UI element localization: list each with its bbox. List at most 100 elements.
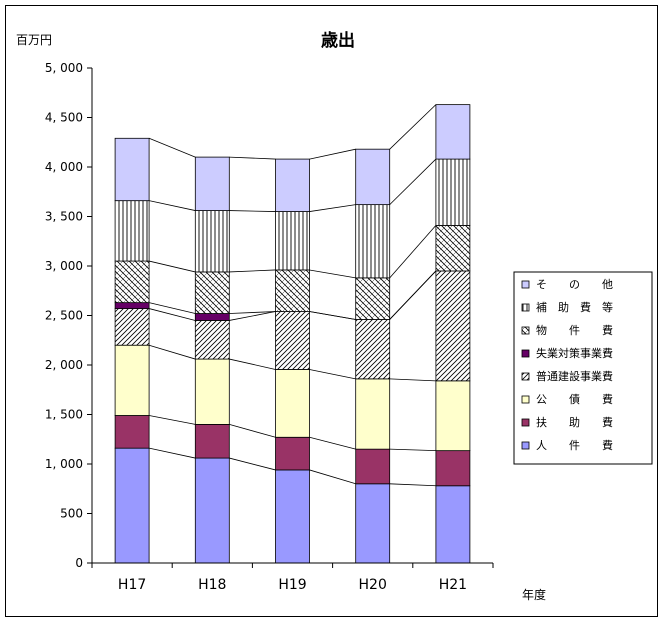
bar-segment [435,450,471,487]
series-connector-line [309,469,356,485]
series-connector-line [309,436,356,450]
bar-segment [114,447,150,564]
series-connector-line [148,344,196,360]
x-category-label: H19 [278,577,306,593]
bar-segment [275,369,310,438]
x-category-label: H20 [359,577,387,593]
bar-segment [435,158,471,226]
y-tick-label: 5, 000 [45,61,83,75]
chart-frame: 歳出 百万円 年度 0 500 1, 000 1, 500 2, 000 2, 500 3,… [5,5,658,617]
y-tick-label: 500 [60,507,83,521]
y-tick-label: 1, 500 [45,408,83,422]
bar-segment [275,436,310,471]
series-connector-line [309,148,356,160]
series-connector-line [149,260,196,273]
bar-segment [194,423,230,459]
legend-label: そ の 他 [536,278,613,291]
x-category-label: H18 [198,577,226,593]
y-tick-label: 4, 500 [45,111,83,125]
bar-segment [435,104,471,160]
series-connector-line [149,302,196,314]
series-connector-line [309,369,356,380]
series-connector-line [389,378,436,382]
bar-segment [355,148,391,206]
legend-swatch [521,349,530,358]
y-axis-unit-label: 百万円 [16,33,52,47]
x-category-label: H17 [118,577,146,593]
legend-swatch [521,418,530,427]
series-connector-line [148,137,196,158]
legend-swatch [521,441,530,450]
bar-segment [114,200,150,262]
legend-label: 普通建設事業費 [536,369,613,383]
bar-segment [194,271,230,314]
bar-segment [355,483,391,564]
bar-segment [275,269,310,312]
bar-segment [355,319,391,380]
series-connector-line [149,200,196,211]
bar-segment [114,302,150,309]
y-tick-label: 3, 500 [45,210,83,224]
bar-segment [114,308,150,346]
bar-segment [194,156,230,211]
legend-box [513,271,653,465]
legend-label: 物 件 費 [536,323,613,337]
bar-segment [275,311,310,370]
legend-swatch [521,280,530,289]
series-connector-line [309,311,356,320]
x-category-label: H21 [439,577,467,593]
series-connector-line [389,225,437,279]
series-connector-line [149,308,196,321]
bar-segment [194,320,230,360]
legend-swatch [521,395,530,404]
series-connector-line [229,210,276,212]
bar-segment [355,378,391,450]
bars-layer [114,104,471,564]
bar-segment [114,415,150,449]
bar-segment [355,277,391,320]
connector-lines [148,104,437,487]
bar-segment [435,270,471,382]
bar-segment [275,158,310,212]
series-connector-line [309,269,356,279]
series-connector-line [149,447,196,459]
bar-segment [194,210,230,273]
bar-segment [275,211,310,271]
bar-segment [275,469,310,564]
bar-segment [435,225,471,272]
series-connector-line [229,311,276,314]
bar-segment [355,204,391,279]
bar-segment [194,457,230,564]
bar-segment [114,344,150,416]
legend-label: 扶 助 費 [536,415,613,429]
series-connector-line [149,415,196,425]
y-tick-label: 3, 000 [45,259,83,273]
series-connector-line [389,158,437,205]
series-connector-line [389,270,437,320]
bar-segment [355,448,391,485]
series-connector-line [389,104,437,150]
y-tick-label: 4, 000 [45,160,83,174]
bar-segment [435,380,471,452]
chart-svg: 歳出 百万円 年度 0 500 1, 000 1, 500 2, 000 2, 500 3,… [16,30,653,602]
legend-label: 人 件 費 [536,438,613,452]
chart-title: 歳出 [321,30,355,51]
axes-layer: 0 500 1, 000 1, 500 2, 000 2, 500 3, 000 3, 500… [45,61,494,593]
legend-label: 公 債 費 [536,392,613,406]
bar-segment [435,485,471,564]
legend-swatch [521,326,530,335]
y-tick-label: 1, 000 [45,457,83,471]
legend-label: 補 助 費 等 [536,300,613,314]
series-connector-line [229,424,276,438]
series-connector-line [229,269,276,273]
series-connector-line [309,204,356,212]
bar-segment [114,137,150,202]
y-tick-label: 0 [75,556,83,570]
legend-label: 失業対策事業費 [536,346,613,360]
x-axis-label: 年度 [522,587,546,602]
series-connector-line [389,483,436,487]
series-connector-line [229,311,276,321]
legend-swatch [521,372,530,381]
series-connector-line [229,156,276,160]
